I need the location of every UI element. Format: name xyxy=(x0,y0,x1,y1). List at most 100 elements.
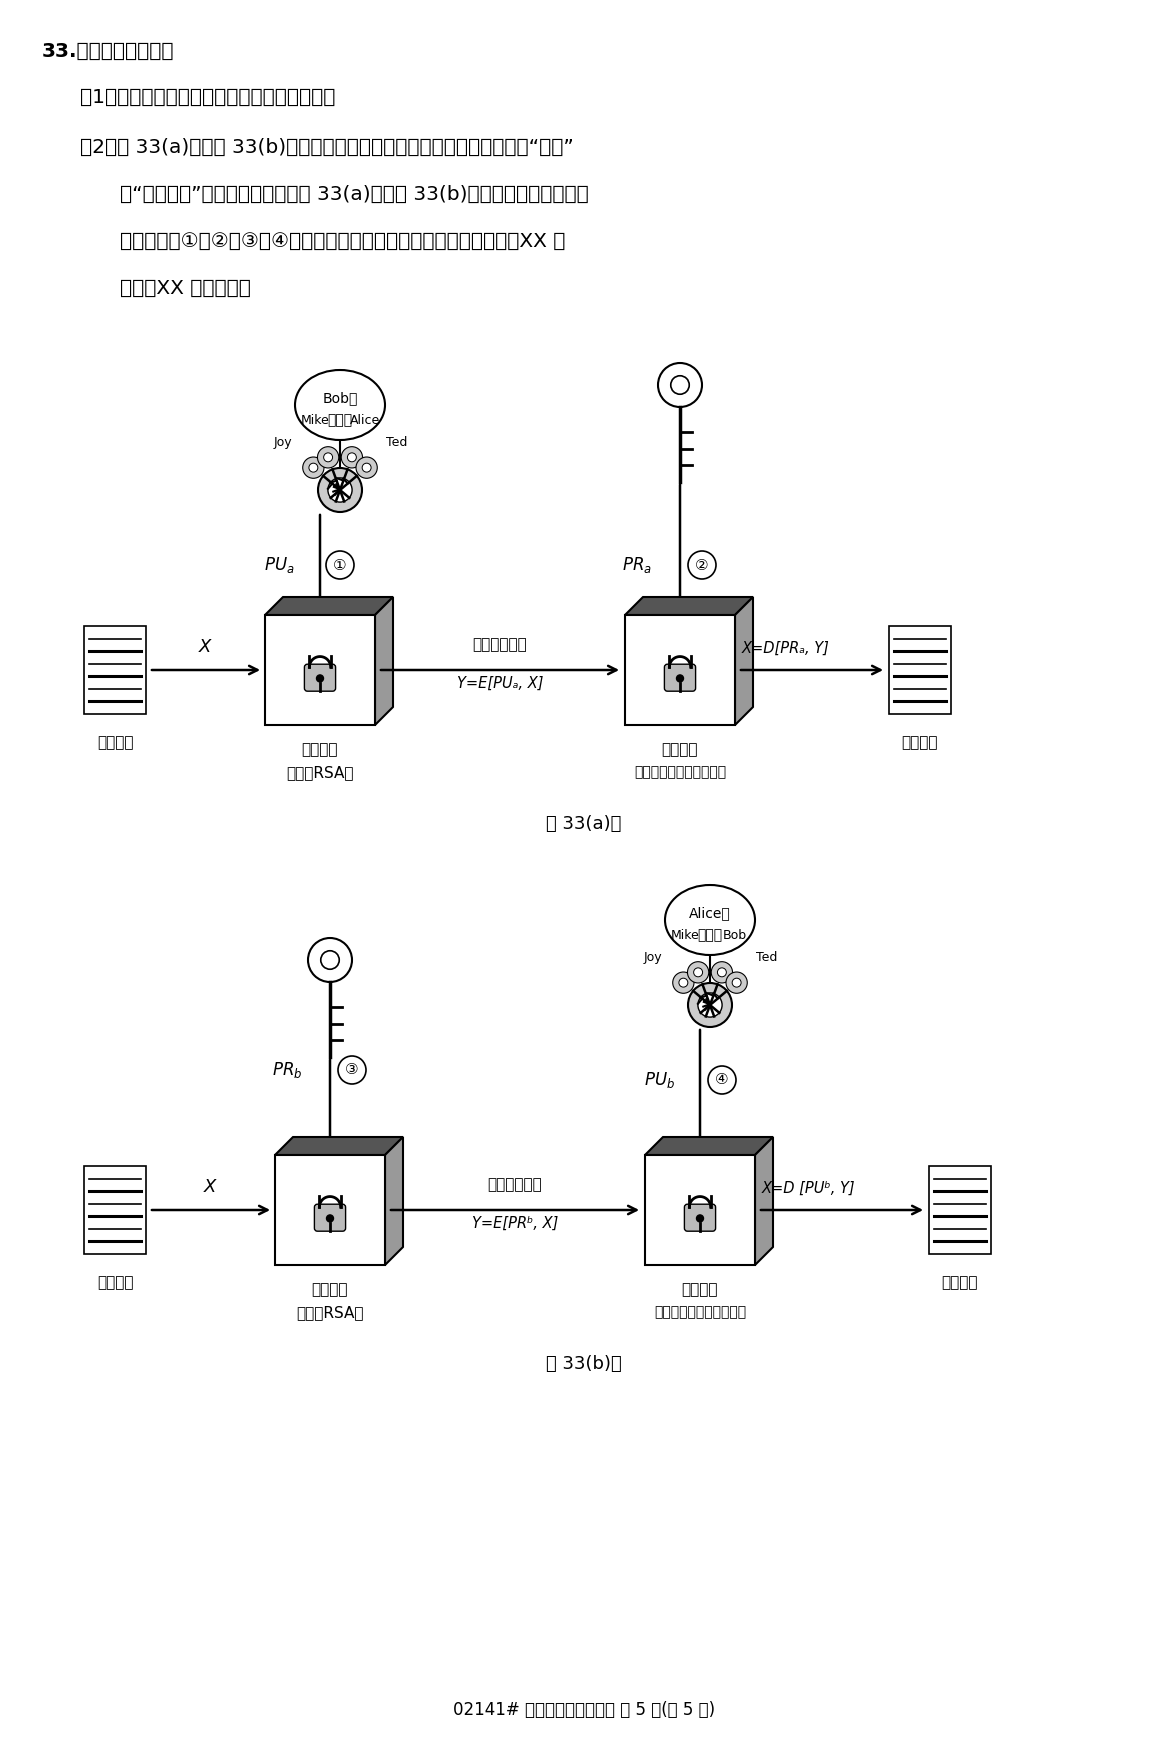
Circle shape xyxy=(320,950,339,969)
Text: Mike: Mike xyxy=(300,415,328,427)
Text: 解密算法: 解密算法 xyxy=(682,1283,718,1297)
Text: 02141# 计算机网络技术试题 第 5 页(共 5 页): 02141# 计算机网络技术试题 第 5 页(共 5 页) xyxy=(452,1701,715,1719)
Bar xyxy=(84,1166,146,1253)
Text: $PR_a$: $PR_a$ xyxy=(622,554,652,575)
Circle shape xyxy=(307,938,352,981)
Circle shape xyxy=(689,983,732,1027)
FancyBboxPatch shape xyxy=(304,664,336,692)
Polygon shape xyxy=(385,1136,403,1265)
Circle shape xyxy=(327,478,352,502)
Polygon shape xyxy=(275,1136,403,1156)
Text: $X$: $X$ xyxy=(199,638,214,655)
Bar xyxy=(625,615,735,725)
Bar xyxy=(84,626,146,715)
Text: 和“数字签名”的示意图。请写出题 33(a)图、题 33(b)图分别对应哪个应用，: 和“数字签名”的示意图。请写出题 33(a)图、题 33(b)图分别对应哪个应用… xyxy=(120,185,589,204)
Circle shape xyxy=(362,464,371,472)
FancyBboxPatch shape xyxy=(684,1204,715,1231)
Text: 并写出图中①、②、③、④处的密鑰所属的用户名和密鑰类型（例如：XX 的: 并写出图中①、②、③、④处的密鑰所属的用户名和密鑰类型（例如：XX 的 xyxy=(120,232,566,251)
Circle shape xyxy=(718,967,726,976)
Text: ②: ② xyxy=(696,558,708,572)
Circle shape xyxy=(309,464,318,472)
Text: Ted: Ted xyxy=(386,436,407,450)
Text: 题 33(a)图: 题 33(a)图 xyxy=(546,816,622,833)
Circle shape xyxy=(672,973,694,994)
Text: Y=E[PRᵇ, X]: Y=E[PRᵇ, X] xyxy=(472,1217,558,1231)
Text: （2）题 33(a)图、题 33(b)图是非对称密鑰密码体制产生的两个主要应用“加密”: （2）题 33(a)图、题 33(b)图是非对称密鑰密码体制产生的两个主要应用“… xyxy=(79,138,574,157)
Circle shape xyxy=(698,994,722,1018)
Circle shape xyxy=(316,675,324,683)
Circle shape xyxy=(671,376,690,394)
Text: Alice的: Alice的 xyxy=(689,906,731,920)
Circle shape xyxy=(732,978,741,987)
Text: 明文输入: 明文输入 xyxy=(97,736,133,749)
Text: （例如RSA）: （例如RSA） xyxy=(296,1306,364,1319)
Circle shape xyxy=(689,551,715,579)
Circle shape xyxy=(676,675,684,683)
Text: 公鑰环: 公鑰环 xyxy=(327,413,353,427)
Text: $PU_a$: $PU_a$ xyxy=(264,554,295,575)
Circle shape xyxy=(726,973,747,994)
Text: 被传输的密文: 被传输的密文 xyxy=(472,636,527,652)
Ellipse shape xyxy=(295,370,385,439)
Text: ④: ④ xyxy=(715,1072,728,1088)
Text: Alice: Alice xyxy=(351,415,380,427)
Text: （例如RSA）: （例如RSA） xyxy=(286,765,354,781)
Text: （加密算法的逆向执行）: （加密算法的逆向执行） xyxy=(653,1306,746,1319)
Text: $PU_b$: $PU_b$ xyxy=(644,1070,675,1089)
Text: 题 33(b)图: 题 33(b)图 xyxy=(546,1354,622,1373)
Circle shape xyxy=(693,967,703,976)
Circle shape xyxy=(696,1215,704,1222)
Text: 明文输出: 明文输出 xyxy=(901,736,939,749)
Circle shape xyxy=(318,446,339,467)
Polygon shape xyxy=(265,598,393,615)
Text: Joy: Joy xyxy=(644,952,663,964)
Circle shape xyxy=(341,446,362,467)
Polygon shape xyxy=(625,598,753,615)
Ellipse shape xyxy=(665,885,755,955)
Circle shape xyxy=(708,1067,736,1095)
Text: （加密算法的逆向执行）: （加密算法的逆向执行） xyxy=(634,765,726,779)
Text: 明文输入: 明文输入 xyxy=(97,1274,133,1290)
Circle shape xyxy=(326,551,354,579)
Text: Ted: Ted xyxy=(756,952,777,964)
Text: ①: ① xyxy=(333,558,347,572)
Text: X=D[PRₐ, Y]: X=D[PRₐ, Y] xyxy=(742,641,830,655)
Text: 公鑰、XX 的私鑰）。: 公鑰、XX 的私鑰）。 xyxy=(120,279,251,298)
Circle shape xyxy=(357,457,378,478)
Circle shape xyxy=(658,363,703,408)
FancyBboxPatch shape xyxy=(664,664,696,692)
Polygon shape xyxy=(645,1136,773,1156)
Text: ③: ③ xyxy=(345,1063,359,1077)
Circle shape xyxy=(303,457,324,478)
Circle shape xyxy=(318,469,362,512)
Polygon shape xyxy=(735,598,753,725)
Polygon shape xyxy=(755,1136,773,1265)
Text: 解密算法: 解密算法 xyxy=(662,743,698,756)
Text: Mike: Mike xyxy=(670,929,699,941)
Bar xyxy=(888,626,952,715)
Text: 被传输的密文: 被传输的密文 xyxy=(487,1177,542,1192)
Circle shape xyxy=(338,1056,366,1084)
Text: 33.请回答下面问题：: 33.请回答下面问题： xyxy=(42,42,174,61)
Text: $X$: $X$ xyxy=(203,1178,219,1196)
Text: $PR_b$: $PR_b$ xyxy=(271,1060,302,1081)
Text: 加密算法: 加密算法 xyxy=(312,1283,348,1297)
Circle shape xyxy=(711,962,733,983)
Bar xyxy=(929,1166,991,1253)
Bar xyxy=(645,1156,755,1265)
Text: 明文输出: 明文输出 xyxy=(942,1274,978,1290)
Circle shape xyxy=(324,453,332,462)
Text: 加密算法: 加密算法 xyxy=(302,743,338,756)
Text: Joy: Joy xyxy=(274,436,292,450)
Polygon shape xyxy=(375,598,393,725)
Circle shape xyxy=(687,962,708,983)
Text: X=D [PUᵇ, Y]: X=D [PUᵇ, Y] xyxy=(762,1182,856,1196)
Circle shape xyxy=(326,1215,334,1222)
Text: Bob的: Bob的 xyxy=(323,390,358,404)
FancyBboxPatch shape xyxy=(314,1204,346,1231)
Text: 公鑰环: 公鑰环 xyxy=(698,927,722,941)
Bar xyxy=(265,615,375,725)
Circle shape xyxy=(679,978,687,987)
Text: Bob: Bob xyxy=(724,929,747,941)
Text: （1）非对称密鑰密码体制的主要特点是什么？: （1）非对称密鑰密码体制的主要特点是什么？ xyxy=(79,87,336,106)
